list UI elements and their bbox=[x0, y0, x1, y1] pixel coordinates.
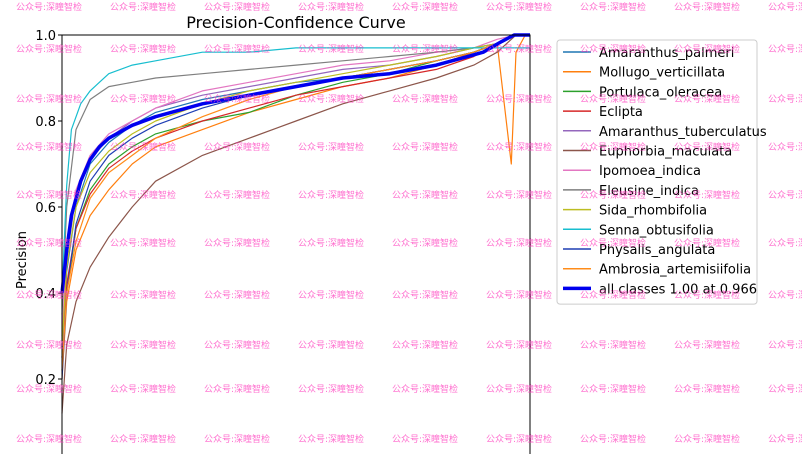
y-tick-label: 0.2 bbox=[35, 373, 56, 388]
series-line-12 bbox=[60, 33, 530, 294]
legend-label: Amaranthus_tuberculatus bbox=[599, 125, 767, 140]
y-tick-label: 0.4 bbox=[35, 287, 56, 302]
series-line-4 bbox=[61, 34, 530, 358]
legend-box bbox=[556, 39, 758, 305]
legend-label: Sida_rhombifolia bbox=[599, 204, 707, 219]
plot-lines bbox=[60, 33, 530, 414]
chart-title: Precision-Confidence Curve bbox=[186, 13, 405, 32]
legend-label: Ambrosia_artemisiifolia bbox=[599, 263, 751, 278]
legend-label: Euphorbia_maculata bbox=[599, 145, 732, 160]
y-tick-label: 0.6 bbox=[35, 201, 56, 216]
legend-label: Portulaca_oleracea bbox=[599, 85, 722, 100]
series-line-3 bbox=[61, 34, 530, 358]
legend: Amaranthus_palmeri Mollugo_verticillata Po… bbox=[556, 39, 767, 305]
legend-label: Senna_obtusifolia bbox=[599, 223, 714, 238]
legend-label: Eleusine_indica bbox=[599, 184, 699, 199]
y-tick-label: 0.8 bbox=[35, 115, 56, 130]
series-line-0 bbox=[61, 34, 530, 358]
series-line-9 bbox=[61, 47, 530, 294]
y-axis-ticks: 1.0 0.8 0.6 0.4 0.2 bbox=[35, 29, 62, 388]
series-line-5 bbox=[61, 34, 530, 414]
legend-label: Eclipta bbox=[599, 105, 643, 120]
legend-label: Physalis_angulata bbox=[599, 243, 715, 258]
series-line-6 bbox=[61, 34, 530, 337]
series-line-7 bbox=[61, 34, 530, 315]
y-axis-label: Precision bbox=[15, 231, 30, 289]
series-line-8 bbox=[61, 34, 530, 345]
legend-label: Mollugo_verticillata bbox=[599, 66, 725, 81]
series-line-11 bbox=[61, 34, 530, 371]
legend-label: all classes 1.00 at 0.966 bbox=[599, 282, 757, 297]
series-line-1 bbox=[61, 34, 530, 380]
y-tick-label: 1.0 bbox=[35, 29, 56, 44]
plot-frame bbox=[61, 34, 531, 454]
legend-label: Ipomoea_indica bbox=[599, 164, 701, 179]
legend-label: Amaranthus_palmeri bbox=[599, 46, 734, 61]
